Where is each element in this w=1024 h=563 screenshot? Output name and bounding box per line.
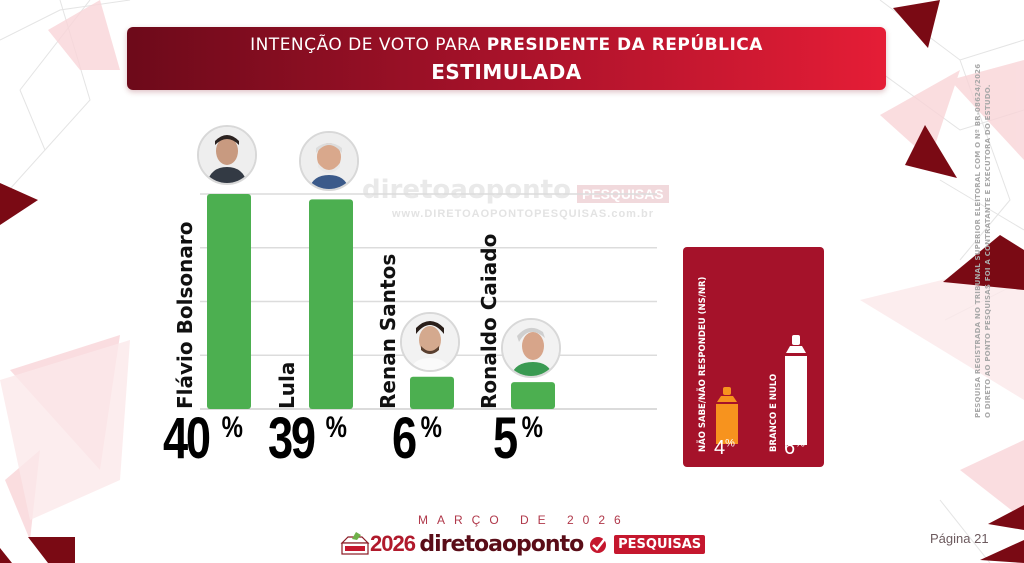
title-bold: PRESIDENTE DA REPÚBLICA [486,35,763,55]
value: 39 [268,406,316,471]
avatar-flavio-bolsonaro [197,125,257,185]
person-icon [503,320,559,376]
person-icon [199,127,255,183]
ns-nr-value: 4% [714,437,735,460]
bar-lula [309,199,353,409]
value: 5 [493,406,518,471]
value: 40 [163,406,211,471]
ns-nr-label: NÃO SABE/NÃO RESPONDEU (NS/NR) [698,276,708,452]
value: 4 [714,437,726,459]
avatar-renan-santos [400,312,460,372]
category-label-lula: Lula [275,361,299,409]
title-banner: INTENÇÃO DE VOTO PARA PRESIDENTE DA REPÚ… [127,27,886,90]
registration-note-line1: PESQUISA REGISTRADA NO TRIBUNAL SUPERIOR… [974,63,982,418]
value: 6 [392,406,417,471]
data-label-caiado: 5% [493,405,543,472]
avatar-lula [299,131,359,191]
unit: % [325,411,348,444]
survey-date: MARÇO DE 2026 [418,513,630,527]
chart-title: INTENÇÃO DE VOTO PARA PRESIDENTE DA REPÚ… [127,35,886,55]
unit: % [221,411,244,444]
unit: % [795,437,805,450]
chart-subtitle: ESTIMULADA [431,60,582,84]
watermark-url: www.DIRETOAOPONTOPESQUISAS.com.br [392,208,655,220]
data-label-flavio: 40% [163,405,243,472]
branco-nulo-value: 6% [784,437,805,460]
bar-renan-santos [410,376,454,409]
watermark: diretoaoponto PESQUISAS www.DIRETOAOPONTO… [362,175,669,220]
person-icon [402,314,458,370]
logo-year: 2026 [370,531,416,556]
category-label-caiado: Ronaldo Caiado [477,233,501,409]
page-number: Página 21 [930,531,989,546]
footer-logo: 2026 diretoaoponto PESQUISAS [340,531,706,559]
value: 6 [784,437,796,459]
bottle-icon-branco-nulo [785,335,807,445]
bar-ronaldo-caiado [511,382,555,409]
ballot-box-icon [340,532,370,555]
logo-tag: PESQUISAS [614,535,706,554]
branco-nulo-label: BRANCO E NULO [769,373,779,452]
unit: % [725,437,735,450]
watermark-brand: diretoaoponto [362,175,571,205]
person-icon [301,133,357,189]
logo-brand: diretoaoponto [419,532,584,557]
check-target-icon [589,535,608,553]
title-regular: INTENÇÃO DE VOTO PARA [250,35,487,55]
bar-fl-vio-bolsonaro [207,194,251,409]
category-label-flavio: Flávio Bolsonaro [173,221,197,409]
unit: % [521,411,544,444]
bottle-icon-ns-nr [716,387,738,444]
unit: % [420,411,443,444]
data-label-renan: 6% [392,405,442,472]
category-label-renan: Renan Santos [376,253,400,409]
data-label-lula: 39% [268,405,347,472]
avatar-ronaldo-caiado [501,318,561,378]
other-responses-panel: NÃO SABE/NÃO RESPONDEU (NS/NR) 4% BRANCO… [683,247,824,467]
registration-note-line2: O DIRETO AO PONTO PESQUISAS FOI A CONTRA… [984,84,992,418]
